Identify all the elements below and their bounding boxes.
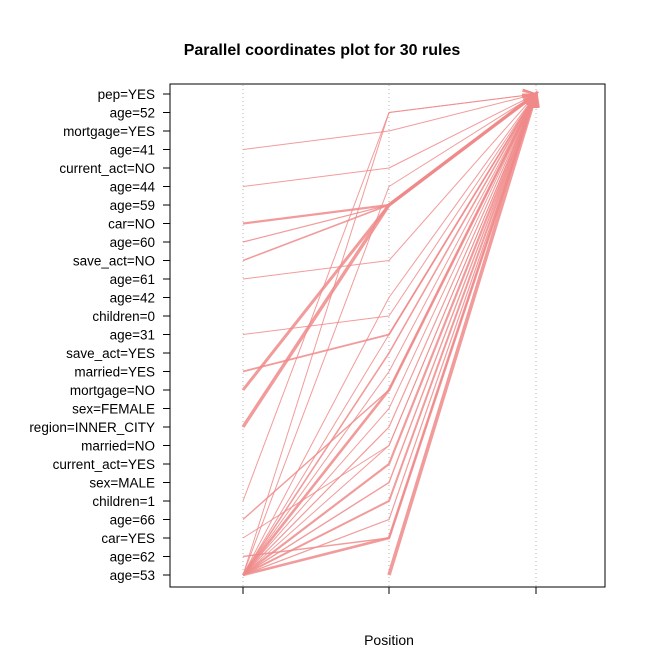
rule-line: [241, 92, 538, 428]
y-tick-label: age=31: [110, 328, 155, 343]
rule-line: [242, 93, 537, 576]
x-axis-label: Position: [364, 632, 414, 648]
y-tick-label: age=62: [110, 550, 155, 565]
rule-line: [242, 93, 537, 150]
rule-arrowhead: [523, 92, 537, 108]
y-tick-label: sex=FEMALE: [72, 402, 155, 417]
rule-line: [242, 93, 537, 576]
rule-line: [242, 93, 537, 576]
y-tick-label: age=61: [110, 272, 155, 287]
y-tick-label: children=0: [92, 309, 155, 324]
y-tick-label: age=60: [110, 235, 155, 250]
y-tick-label: save_act=YES: [66, 346, 155, 361]
rule-line: [242, 93, 537, 576]
y-tick-label: children=1: [92, 494, 155, 509]
y-tick-label: pep=YES: [98, 87, 155, 102]
y-tick-label: mortgage=YES: [63, 124, 155, 139]
x-axis-ticks: [242, 587, 537, 594]
y-tick-label: current_act=YES: [53, 457, 155, 472]
rule-line: [242, 93, 537, 576]
rule-line: [242, 93, 537, 576]
y-tick-label: save_act=NO: [73, 254, 155, 269]
rule-line: [242, 93, 537, 576]
y-tick-label: car=NO: [108, 217, 155, 232]
y-tick-label: sex=MALE: [89, 476, 155, 491]
plot-frame: [169, 83, 606, 588]
rule-line: [242, 93, 537, 576]
rule-line: [241, 93, 538, 576]
y-tick-label: age=52: [110, 106, 155, 121]
y-tick-label: age=66: [110, 513, 155, 528]
y-axis-ticks: [163, 93, 170, 576]
y-tick-label: current_act=NO: [59, 161, 155, 176]
y-tick-label: region=INNER_CITY: [29, 420, 155, 435]
y-tick-label: age=42: [110, 291, 155, 306]
y-tick-label: married=YES: [74, 365, 155, 380]
y-tick-label: age=44: [110, 180, 156, 195]
rule-line: [242, 93, 537, 576]
rule-line: [242, 93, 537, 576]
y-tick-label: mortgage=NO: [70, 383, 155, 398]
y-axis-labels: pep=YES age=52 mortgage=YES age=41 current_a…: [29, 87, 155, 583]
rule-line: [242, 93, 537, 576]
rule-line: [242, 93, 537, 280]
rule-line: [242, 93, 537, 187]
rule-line: [242, 93, 538, 577]
y-tick-label: married=NO: [81, 439, 155, 454]
rule-line: [387, 93, 538, 576]
rule-line: [242, 93, 537, 576]
chart-title: Parallel coordinates plot for 30 rules: [184, 42, 461, 59]
y-tick-label: age=41: [110, 143, 155, 158]
y-tick-label: age=53: [110, 568, 155, 583]
y-tick-label: age=59: [110, 198, 155, 213]
rule-line: [242, 93, 538, 576]
rule-lines: [241, 88, 540, 577]
y-tick-label: car=YES: [101, 531, 155, 546]
